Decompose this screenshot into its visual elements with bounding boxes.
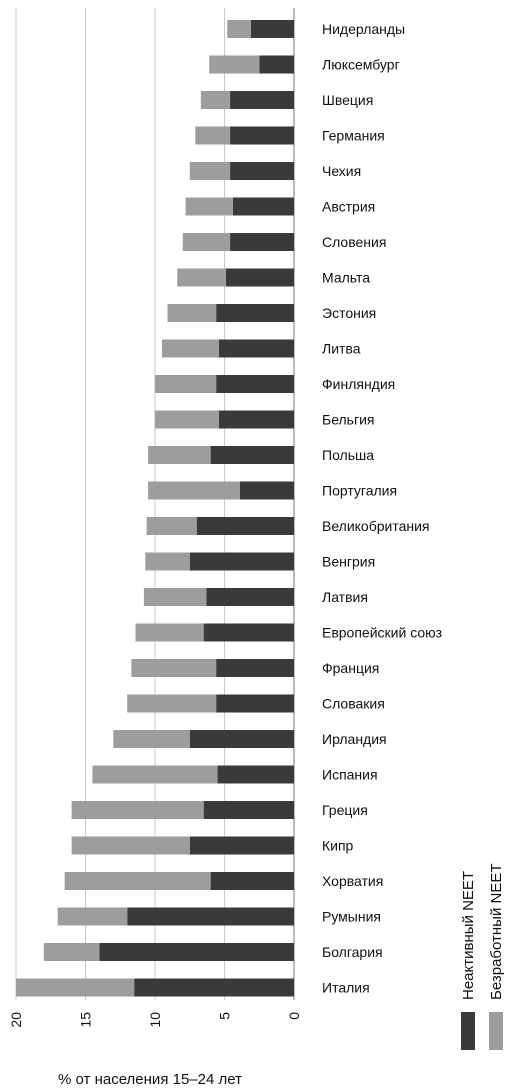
bar-unemployed: [182, 233, 231, 251]
bar-unemployed: [71, 801, 204, 819]
legend-label-unemployed: Безработный NEET: [488, 863, 505, 1000]
category-label: Латвия: [322, 589, 368, 605]
bar-inactive: [210, 446, 294, 464]
bar-unemployed: [161, 339, 219, 358]
category-label: Венгрия: [322, 554, 375, 570]
bar-inactive: [206, 588, 294, 606]
bars: [16, 20, 295, 997]
category-label: Литва: [322, 341, 361, 357]
bar-unemployed: [113, 730, 190, 748]
bar-unemployed: [155, 375, 217, 393]
bar-inactive: [250, 20, 294, 38]
bar-unemployed: [209, 55, 260, 74]
bar-unemployed: [43, 943, 100, 961]
legend-swatch-inactive: [461, 1012, 475, 1050]
x-axis-title: % от населения 15–24 лет: [58, 1071, 242, 1088]
bar-inactive: [230, 91, 294, 109]
bar-unemployed: [135, 623, 204, 642]
bar-inactive: [127, 907, 294, 926]
bar-unemployed: [64, 872, 211, 890]
bar-inactive: [203, 801, 294, 819]
category-label: Румыния: [322, 909, 381, 925]
bar-inactive: [216, 659, 294, 677]
category-label: Италия: [322, 980, 370, 996]
bar-inactive: [259, 55, 294, 74]
bar-inactive: [216, 375, 294, 393]
bar-inactive: [134, 978, 294, 997]
category-label: Испания: [322, 767, 378, 783]
bar-inactive: [196, 517, 294, 535]
bar-unemployed: [200, 91, 231, 109]
bar-inactive: [203, 623, 294, 642]
category-label: Франция: [322, 660, 379, 676]
bar-unemployed: [143, 588, 207, 606]
bar-inactive: [216, 304, 294, 322]
x-tick-label: 20: [8, 1012, 24, 1028]
bar-inactive: [210, 872, 294, 890]
category-label: Португалия: [322, 483, 397, 499]
bar-inactive: [189, 552, 294, 571]
bar-inactive: [232, 197, 294, 216]
bar-unemployed: [92, 765, 218, 784]
bar-inactive: [239, 481, 294, 500]
legend-swatch-unemployed: [489, 1012, 503, 1050]
bar-unemployed: [127, 694, 217, 713]
bar-inactive: [189, 730, 294, 748]
bar-unemployed: [145, 552, 190, 571]
bar-unemployed: [71, 836, 190, 855]
bar-inactive: [99, 943, 295, 961]
bar-inactive: [218, 410, 294, 429]
category-label: Германия: [322, 128, 385, 144]
bar-unemployed: [155, 410, 219, 429]
category-label: Бельгия: [322, 412, 374, 428]
bar-unemployed: [189, 162, 231, 180]
bar-inactive: [230, 162, 294, 180]
bar-unemployed: [167, 304, 217, 322]
legend: Неактивный NEET Безработный NEET: [460, 863, 505, 1050]
category-label: Болгария: [322, 944, 383, 960]
category-label: Мальта: [322, 270, 370, 286]
bar-inactive: [189, 836, 294, 855]
category-label: Эстония: [322, 305, 376, 321]
category-label: Хорватия: [322, 873, 383, 889]
bar-unemployed: [57, 907, 128, 926]
bar-inactive: [216, 694, 294, 713]
category-label: Кипр: [322, 838, 354, 854]
category-label: Польша: [322, 447, 374, 463]
bar-inactive: [230, 126, 294, 145]
category-label: Финляндия: [322, 376, 395, 392]
bar-unemployed: [185, 197, 233, 216]
bar-unemployed: [195, 126, 231, 145]
bar-unemployed: [148, 481, 240, 500]
category-label: Австрия: [322, 199, 375, 215]
bar-inactive: [217, 765, 294, 784]
bar-inactive: [225, 268, 294, 287]
category-label: Словения: [322, 234, 386, 250]
bar-inactive: [230, 233, 294, 251]
bar-unemployed: [146, 517, 197, 535]
category-label: Греция: [322, 802, 368, 818]
category-label: Люксембург: [322, 57, 400, 73]
category-label: Чехия: [322, 163, 361, 179]
x-tick-label: 10: [147, 1012, 163, 1028]
category-labels: Нидерланды Люксембург Швеция Германия Чехия А…: [322, 21, 442, 996]
x-tick-label: 5: [217, 1012, 233, 1020]
category-label: Швеция: [322, 92, 373, 108]
bar-unemployed: [131, 659, 217, 677]
x-tick-label: 15: [78, 1012, 94, 1028]
bar-unemployed: [16, 978, 135, 997]
category-label: Словакия: [322, 696, 385, 712]
x-tick-label: 0: [286, 1012, 302, 1020]
category-label: Великобритания: [322, 518, 430, 534]
bar-unemployed: [227, 20, 251, 38]
legend-label-inactive: Неактивный NEET: [460, 871, 477, 1000]
category-label: Ирландия: [322, 731, 387, 747]
category-label: Европейский союз: [322, 625, 442, 641]
bar-inactive: [218, 339, 294, 358]
bar-unemployed: [177, 268, 226, 287]
bar-unemployed: [148, 446, 211, 464]
category-label: Нидерланды: [322, 21, 405, 37]
x-axis-ticks: 0 5 10 15 20: [8, 1012, 302, 1028]
